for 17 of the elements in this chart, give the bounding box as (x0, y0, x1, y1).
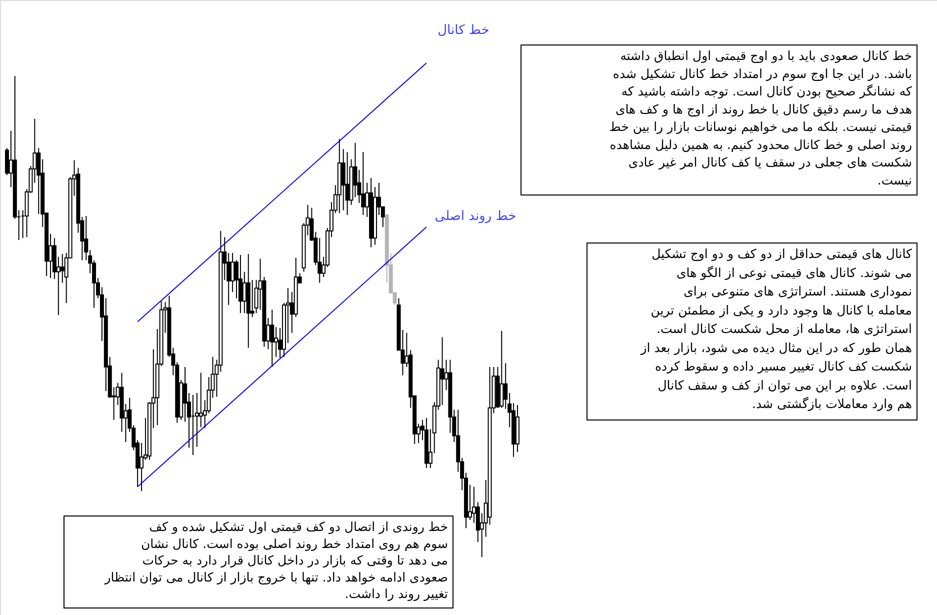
annotation: خط روندی از اتصال دو کف قیمتی اول تشکیل شده و کف سوم هم روی امتداد خط روند اصلی بوده است. کانال نشان می دهد تا وقتی که بازار در داخل کانال قرار دارد به حرکات صعودی ادامه خواهد داد. تنها با خروج بازار از کانال می توان انتظار تغییر روند را داشت. (104, 519, 449, 602)
text: خط کانال صعودی باید با دو اوج قیمتی اول انطباق داشته باشد. در این جا اوج سوم در امتداد خط کانال تشکیل شده که نشانگر صحیح بودن کانال است. توجه داشته باشید که هدف ما رسم دقیق کانال با خط روند از اوج ها و کف های قیمتی نیست. بلکه ما می خواهیم نوسانات بازار را بین خط روند اصلی و خط کانال محدود کنیم. به همین دلیل مشاهده شکست های جعلی در سقف یا کف کانال امر غیر عادی نیست. (609, 48, 912, 188)
candlestick (270, 309, 274, 368)
candlestick (345, 152, 350, 216)
candlestick (361, 152, 366, 216)
candlestick (198, 372, 203, 428)
text: کانال های قیمتی حداقل از دو کف و دو اوج تشکیل می شوند. کانال های قیمتی نوعی از الگو های نموداری هستند. استراتژی های متنوعی برای معامله با کانال ها وجود دارد و یکی از مطمئن ترین استراتژی ها، معامله از محل شکست کانال است. همان طور که در این مثال دیده می شود، بازار بعد از شکست کف کانال تغییر مسیر داده و سقوط کرده است. علاوه بر این می توان از کف و سقف کانال هم وارد معاملات بازگشتی شد. (640, 246, 912, 412)
candlestick (440, 336, 444, 406)
text: خط کانال (438, 23, 490, 38)
candlestick (60, 253, 64, 284)
series-label: خط روند اصلی (434, 209, 516, 224)
candlestick (250, 279, 254, 318)
candlestick (500, 330, 504, 408)
candlestick (242, 271, 246, 314)
candlestick (238, 254, 242, 314)
candlestick (341, 148, 346, 211)
candlestick (274, 326, 278, 358)
